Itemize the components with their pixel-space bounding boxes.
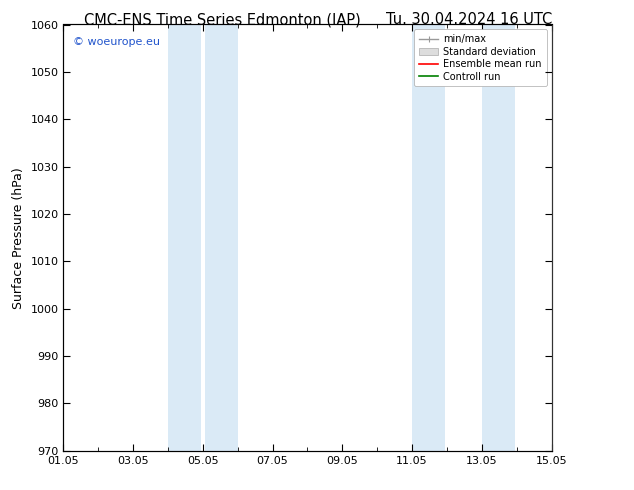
- Legend: min/max, Standard deviation, Ensemble mean run, Controll run: min/max, Standard deviation, Ensemble me…: [414, 29, 547, 86]
- Text: CMC-ENS Time Series Edmonton (IAP): CMC-ENS Time Series Edmonton (IAP): [84, 12, 360, 27]
- Bar: [412, 24, 445, 451]
- Bar: [205, 24, 238, 451]
- Y-axis label: Surface Pressure (hPa): Surface Pressure (hPa): [12, 167, 25, 309]
- Bar: [168, 24, 201, 451]
- Text: © woeurope.eu: © woeurope.eu: [73, 37, 160, 48]
- Bar: [482, 24, 515, 451]
- Text: Tu. 30.04.2024 16 UTC: Tu. 30.04.2024 16 UTC: [386, 12, 552, 27]
